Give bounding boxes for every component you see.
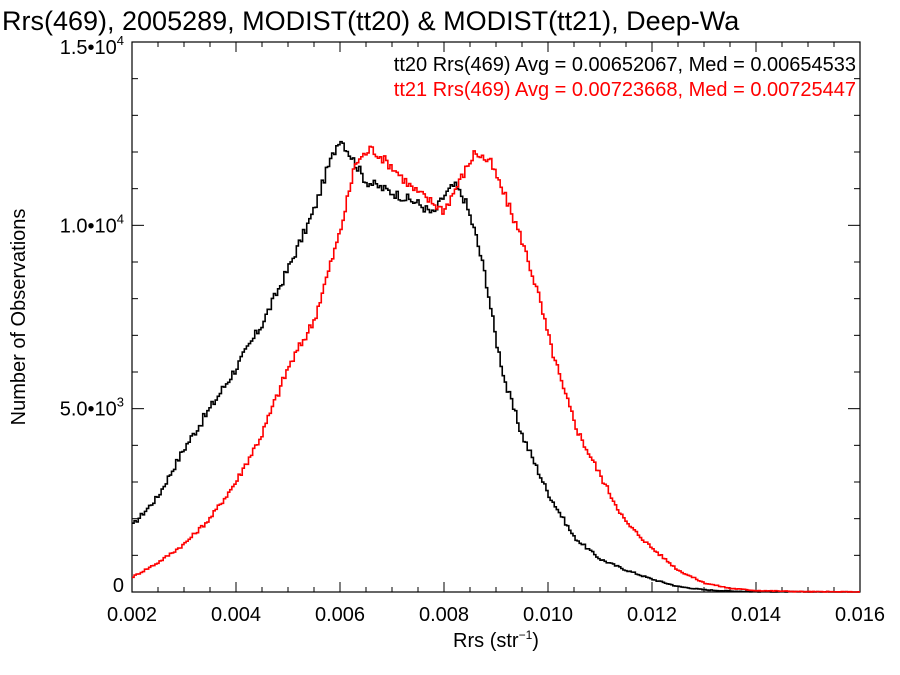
chart-title: Rrs(469), 2005289, MODIST(tt20) & MODIST…	[2, 6, 740, 36]
y-tick-label-3: 1.5•104	[60, 33, 124, 59]
plot-frame	[131, 41, 861, 593]
series-lines	[132, 140, 860, 593]
series-line-tt21	[132, 145, 860, 593]
y-tick-label-2: 1.0•104	[60, 211, 124, 237]
y-axis-label: Number of Observations	[8, 209, 30, 426]
x-tick-label-7: 0.016	[835, 604, 885, 626]
x-tick-label-5: 0.012	[627, 604, 677, 626]
x-axis-label: Rrs (str−1)	[453, 628, 539, 652]
y-tick-label-1: 5.0•103	[60, 395, 124, 421]
legend-tt21: tt21 Rrs(469) Avg = 0.00723668, Med = 0.…	[394, 79, 856, 101]
x-tick-label-0: 0.002	[107, 604, 157, 626]
x-tick-label-4: 0.010	[523, 604, 573, 626]
y-tick-labels: 0 5.0•103 1.0•104 1.5•104	[60, 33, 124, 597]
axis-ticks	[131, 41, 861, 593]
x-tick-label-2: 0.006	[315, 604, 365, 626]
x-tick-label-3: 0.008	[419, 604, 469, 626]
y-tick-label-0: 0	[113, 575, 124, 597]
x-tick-label-1: 0.004	[211, 604, 261, 626]
x-tick-label-6: 0.014	[731, 604, 781, 626]
series-line-tt20	[132, 140, 860, 593]
legend-tt20: tt20 Rrs(469) Avg = 0.00652067, Med = 0.…	[394, 54, 856, 76]
x-tick-labels: 0.002 0.004 0.006 0.008 0.010 0.012 0.014 0.016	[107, 604, 885, 626]
